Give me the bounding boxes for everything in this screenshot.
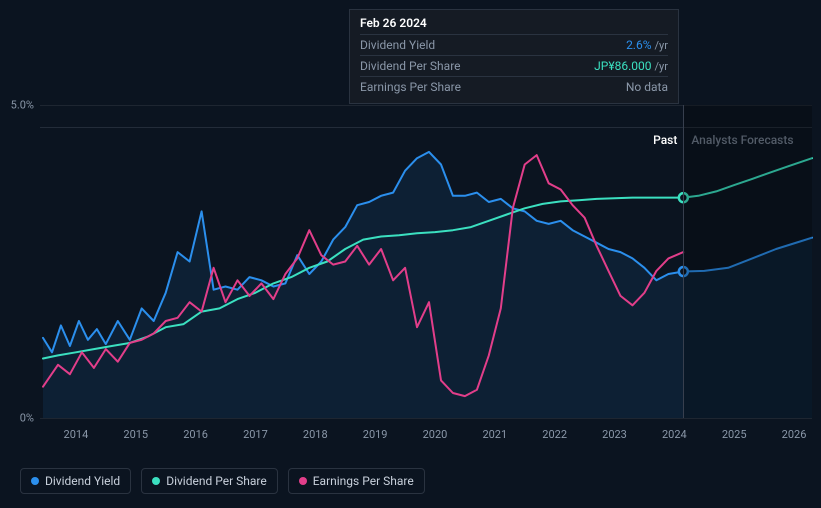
legend-label: Earnings Per Share [313, 474, 414, 488]
tooltip-label: Dividend Yield [360, 38, 435, 52]
tooltip-label: Earnings Per Share [360, 80, 461, 94]
past-label: Past [653, 133, 677, 147]
legend-dot-icon [31, 477, 39, 485]
x-axis-tick-label: 2025 [722, 428, 747, 441]
y-axis-tick-label: 5.0% [0, 99, 34, 112]
legend-item-earnings-per-share[interactable]: Earnings Per Share [288, 468, 425, 494]
x-axis-tick-label: 2020 [423, 428, 448, 441]
x-axis-tick-label: 2024 [662, 428, 687, 441]
x-axis-tick-label: 2015 [123, 428, 148, 441]
chart-container: 2014 2015 2016 2017 2018 2019 2020 2021 2022 2023… [0, 0, 821, 508]
x-axis-tick-label: 2022 [542, 428, 567, 441]
legend-dot-icon [299, 477, 307, 485]
x-axis-tick-label: 2017 [243, 428, 268, 441]
tooltip-row: Dividend Per Share JP¥86.000/yr [360, 55, 668, 76]
gridline [40, 418, 812, 419]
tooltip-value: JP¥86.000 [594, 59, 651, 73]
x-axis-tick-label: 2026 [782, 428, 807, 441]
x-axis-tick-label: 2016 [183, 428, 208, 441]
legend-item-dividend-per-share[interactable]: Dividend Per Share [141, 468, 278, 494]
legend-label: Dividend Per Share [166, 474, 267, 488]
x-axis-tick-label: 2014 [64, 428, 89, 441]
tooltip-suffix: /yr [655, 60, 668, 73]
x-axis-tick-label: 2018 [303, 428, 328, 441]
legend-label: Dividend Yield [45, 474, 120, 488]
tooltip: Feb 26 2024 Dividend Yield2.6%/yrDividen… [349, 9, 679, 104]
tooltip-suffix: /yr [655, 39, 668, 52]
tooltip-row: Earnings Per Share No data [360, 76, 668, 97]
legend: Dividend Yield Dividend Per Share Earnings… [20, 468, 425, 494]
tooltip-date: Feb 26 2024 [360, 16, 668, 34]
x-axis-tick-label: 2019 [363, 428, 388, 441]
legend-dot-icon [152, 477, 160, 485]
x-axis-tick-label: 2021 [482, 428, 507, 441]
tooltip-label: Dividend Per Share [360, 59, 461, 73]
tooltip-value: 2.6% [626, 38, 651, 52]
y-axis-tick-label: 0% [0, 412, 34, 425]
tooltip-row: Dividend Yield 2.6% /yr [360, 34, 668, 55]
x-axis: 2014 2015 2016 2017 2018 2019 2020 2021 2022 2023… [0, 428, 821, 448]
x-axis-tick-label: 2023 [602, 428, 627, 441]
legend-item-dividend-yield[interactable]: Dividend Yield [20, 468, 131, 494]
tooltip-value: No data [626, 80, 668, 94]
forecast-region [683, 105, 812, 418]
